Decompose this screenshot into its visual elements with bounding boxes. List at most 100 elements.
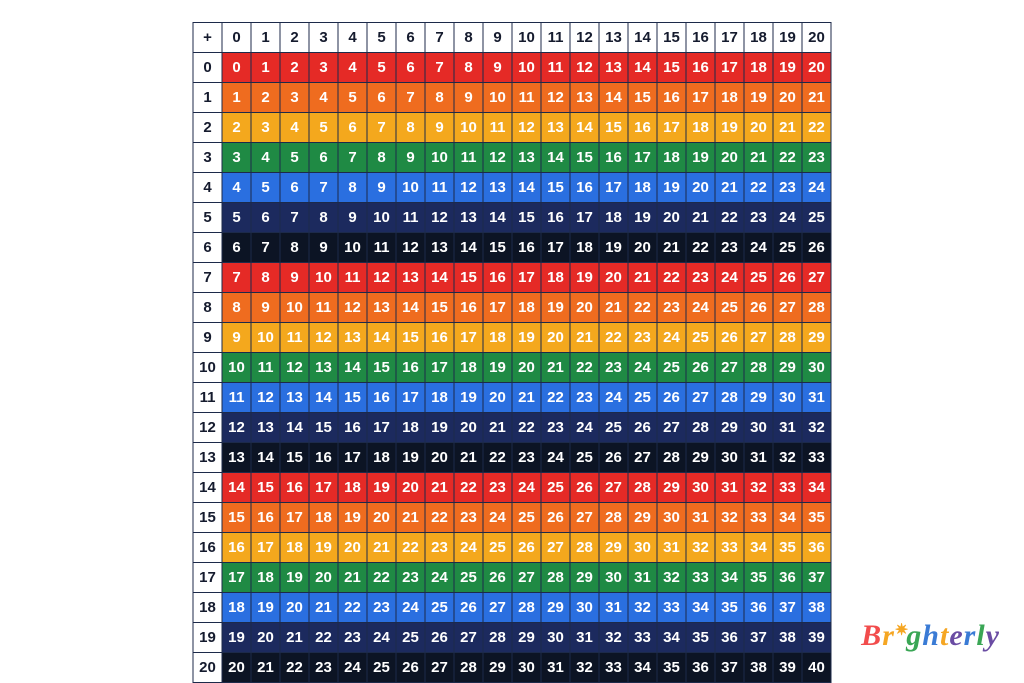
table-cell: 17 (628, 143, 657, 173)
col-header: 0 (222, 23, 251, 53)
table-cell: 33 (744, 503, 773, 533)
table-cell: 30 (628, 533, 657, 563)
table-cell: 37 (715, 653, 744, 683)
table-cell: 24 (425, 563, 454, 593)
table-cell: 31 (744, 443, 773, 473)
table-cell: 23 (570, 383, 599, 413)
table-cell: 36 (773, 563, 802, 593)
table-cell: 20 (222, 653, 251, 683)
table-cell: 34 (686, 593, 715, 623)
table-cell: 11 (338, 263, 367, 293)
table-cell: 21 (454, 443, 483, 473)
table-cell: 26 (483, 563, 512, 593)
col-header: 18 (744, 23, 773, 53)
table-cell: 7 (396, 83, 425, 113)
table-cell: 24 (657, 323, 686, 353)
table-cell: 19 (309, 533, 338, 563)
table-cell: 24 (367, 623, 396, 653)
table-cell: 31 (541, 653, 570, 683)
table-cell: 10 (425, 143, 454, 173)
table-cell: 4 (280, 113, 309, 143)
col-header: 12 (570, 23, 599, 53)
col-header: 6 (396, 23, 425, 53)
table-cell: 16 (222, 533, 251, 563)
table-cell: 30 (541, 623, 570, 653)
table-cell: 9 (280, 263, 309, 293)
table-cell: 29 (512, 623, 541, 653)
table-cell: 19 (686, 143, 715, 173)
table-cell: 15 (338, 383, 367, 413)
col-header: 15 (657, 23, 686, 53)
table-cell: 5 (280, 143, 309, 173)
col-header: 10 (512, 23, 541, 53)
table-cell: 28 (454, 653, 483, 683)
table-cell: 10 (512, 53, 541, 83)
table-cell: 23 (686, 263, 715, 293)
table-cell: 20 (744, 113, 773, 143)
table-cell: 34 (802, 473, 831, 503)
table-cell: 14 (425, 263, 454, 293)
table-cell: 27 (599, 473, 628, 503)
table-cell: 6 (309, 143, 338, 173)
table-cell: 33 (715, 533, 744, 563)
table-cell: 20 (715, 143, 744, 173)
table-cell: 18 (541, 263, 570, 293)
table-cell: 11 (222, 383, 251, 413)
table-cell: 30 (773, 383, 802, 413)
table-cell: 15 (222, 503, 251, 533)
table-cell: 12 (338, 293, 367, 323)
row-header: 0 (193, 53, 222, 83)
table-cell: 11 (425, 173, 454, 203)
col-header: 20 (802, 23, 831, 53)
table-cell: 32 (686, 533, 715, 563)
table-cell: 31 (628, 563, 657, 593)
table-cell: 18 (396, 413, 425, 443)
table-cell: 26 (773, 263, 802, 293)
table-cell: 18 (483, 323, 512, 353)
table-cell: 14 (222, 473, 251, 503)
col-header: 2 (280, 23, 309, 53)
table-cell: 12 (367, 263, 396, 293)
table-cell: 12 (454, 173, 483, 203)
row-header: 16 (193, 533, 222, 563)
table-cell: 24 (570, 413, 599, 443)
table-cell: 17 (599, 173, 628, 203)
table-cell: 13 (280, 383, 309, 413)
table-cell: 26 (686, 353, 715, 383)
table-cell: 20 (628, 233, 657, 263)
row-header: 17 (193, 563, 222, 593)
table-cell: 32 (744, 473, 773, 503)
table-cell: 20 (483, 383, 512, 413)
table-cell: 18 (454, 353, 483, 383)
table-cell: 31 (715, 473, 744, 503)
table-cell: 28 (744, 353, 773, 383)
table-cell: 24 (628, 353, 657, 383)
table-cell: 29 (541, 593, 570, 623)
table-cell: 38 (744, 653, 773, 683)
table-cell: 12 (483, 143, 512, 173)
table-cell: 15 (599, 113, 628, 143)
table-cell: 25 (483, 533, 512, 563)
table-cell: 20 (425, 443, 454, 473)
table-cell: 15 (628, 83, 657, 113)
table-cell: 12 (309, 323, 338, 353)
table-cell: 23 (512, 443, 541, 473)
table-cell: 17 (715, 53, 744, 83)
table-cell: 18 (686, 113, 715, 143)
table-cell: 20 (338, 533, 367, 563)
table-cell: 3 (309, 53, 338, 83)
table-cell: 19 (599, 233, 628, 263)
addition-table: +012345678910111213141516171819200012345… (193, 22, 832, 683)
table-cell: 7 (425, 53, 454, 83)
table-cell: 22 (657, 263, 686, 293)
table-cell: 24 (686, 293, 715, 323)
table-cell: 32 (628, 593, 657, 623)
table-cell: 31 (802, 383, 831, 413)
table-cell: 14 (512, 173, 541, 203)
table-cell: 17 (309, 473, 338, 503)
table-cell: 36 (744, 593, 773, 623)
table-cell: 12 (396, 233, 425, 263)
col-header: 17 (715, 23, 744, 53)
table-cell: 20 (309, 563, 338, 593)
table-cell: 16 (657, 83, 686, 113)
